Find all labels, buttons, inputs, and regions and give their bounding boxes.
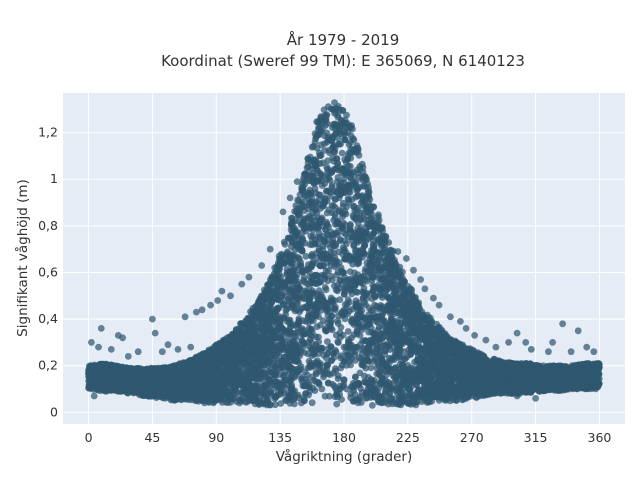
data-point [339, 244, 347, 251]
data-point [359, 176, 367, 184]
data-point [343, 111, 350, 119]
data-point [333, 400, 341, 408]
data-point [375, 211, 382, 219]
data-point [341, 315, 349, 323]
data-point [327, 272, 335, 280]
data-points [85, 99, 603, 409]
data-point [338, 149, 346, 157]
data-point [344, 328, 352, 335]
chart-title-line-2: Koordinat (Sweref 99 TM): E 365069, N 61… [161, 52, 525, 70]
data-point [319, 317, 327, 324]
data-point [356, 369, 364, 377]
chart-title-line-1: År 1979 - 2019 [287, 30, 400, 49]
